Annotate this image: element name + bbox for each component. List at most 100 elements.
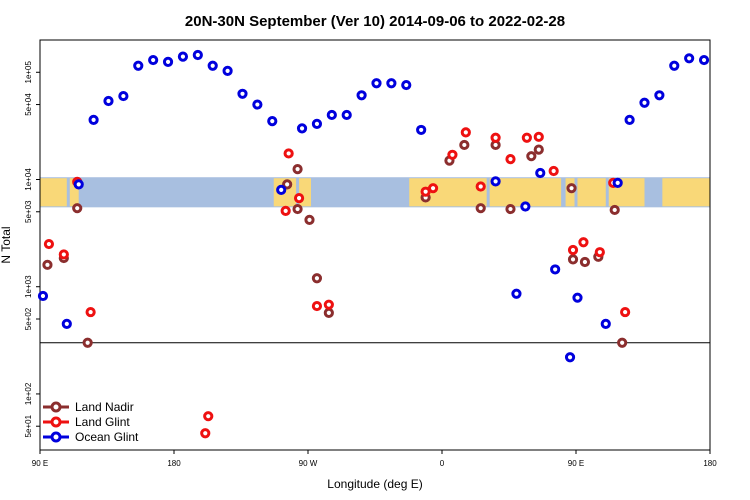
point-land-glint bbox=[533, 131, 544, 142]
point-land-glint bbox=[567, 244, 579, 256]
point-land-nadir bbox=[292, 203, 303, 215]
point-ocean-glint bbox=[118, 90, 129, 102]
point-ocean-glint bbox=[356, 90, 367, 101]
x-tick-label: 0 bbox=[440, 459, 445, 468]
x-tick-label: 90 E bbox=[32, 459, 48, 468]
legend-item-land-nadir: Land Nadir bbox=[43, 400, 134, 414]
point-ocean-glint bbox=[267, 116, 278, 127]
point-land-nadir bbox=[42, 259, 53, 270]
point-ocean-glint bbox=[296, 123, 308, 134]
point-ocean-glint bbox=[550, 264, 561, 275]
point-ocean-glint bbox=[148, 54, 159, 66]
point-ocean-glint bbox=[511, 288, 522, 299]
point-land-glint bbox=[311, 300, 323, 312]
x-tick-label: 90 W bbox=[299, 459, 318, 468]
point-land-glint bbox=[490, 132, 501, 143]
point-ocean-glint bbox=[88, 114, 99, 125]
y-axis: 5e+01 1e+02 5e+02 1e+03 5e+03 1e+04 5e+04 1e+05 bbox=[24, 60, 40, 437]
point-ocean-glint bbox=[669, 60, 680, 71]
point-land-glint bbox=[427, 183, 439, 194]
point-ocean-glint bbox=[698, 54, 710, 66]
y-tick-label: 5e+01 bbox=[24, 414, 33, 437]
land-region bbox=[69, 178, 79, 207]
y-tick-label: 1e+05 bbox=[24, 60, 33, 83]
point-ocean-glint bbox=[276, 184, 287, 195]
point-land-nadir bbox=[459, 139, 470, 151]
point-ocean-glint bbox=[416, 124, 427, 136]
y-tick-label: 1e+04 bbox=[24, 168, 33, 191]
point-land-glint bbox=[420, 186, 431, 197]
point-land-glint bbox=[620, 306, 631, 318]
land-region bbox=[40, 178, 67, 207]
point-land-nadir bbox=[323, 307, 334, 318]
point-land-glint bbox=[43, 238, 55, 250]
point-ocean-glint bbox=[490, 176, 501, 187]
x-tick-label: 180 bbox=[167, 459, 181, 468]
point-land-nadir bbox=[475, 203, 486, 214]
land-mask-band bbox=[40, 177, 710, 208]
point-land-nadir bbox=[505, 203, 516, 215]
chart-title: 20N-30N September (Ver 10) 2014-09-06 to… bbox=[185, 13, 565, 30]
point-land-glint bbox=[323, 299, 334, 310]
point-ocean-glint bbox=[103, 95, 114, 107]
point-ocean-glint bbox=[73, 179, 84, 190]
land-region bbox=[662, 178, 710, 207]
point-land-glint bbox=[283, 148, 294, 159]
data-points bbox=[37, 49, 710, 439]
point-land-nadir bbox=[82, 337, 93, 348]
point-land-glint bbox=[475, 181, 486, 192]
legend-label-land-glint: Land Glint bbox=[75, 415, 130, 429]
land-region bbox=[299, 178, 311, 207]
point-ocean-glint bbox=[572, 292, 583, 303]
point-land-glint bbox=[293, 193, 305, 204]
point-land-nadir bbox=[311, 273, 323, 284]
point-ocean-glint bbox=[162, 56, 174, 67]
point-land-nadir bbox=[566, 183, 577, 194]
y-tick-label: 1e+03 bbox=[24, 275, 33, 298]
point-land-nadir bbox=[526, 151, 537, 162]
legend-label-land-nadir: Land Nadir bbox=[75, 400, 134, 414]
point-ocean-glint bbox=[207, 60, 218, 71]
point-ocean-glint bbox=[326, 109, 337, 121]
point-land-glint bbox=[85, 306, 96, 318]
x-tick-label: 180 bbox=[703, 459, 717, 468]
y-tick-label: 5e+03 bbox=[24, 200, 33, 223]
point-ocean-glint bbox=[654, 90, 665, 101]
point-land-glint bbox=[578, 237, 589, 248]
point-ocean-glint bbox=[237, 88, 248, 99]
legend-item-ocean-glint: Ocean Glint bbox=[43, 430, 139, 444]
legend: Land Nadir Land Glint Ocean Glint bbox=[43, 400, 139, 444]
point-ocean-glint bbox=[612, 177, 623, 188]
point-ocean-glint bbox=[61, 318, 72, 329]
point-land-glint bbox=[594, 247, 605, 258]
point-ocean-glint bbox=[564, 352, 576, 363]
y-tick-label: 5e+04 bbox=[24, 93, 33, 116]
point-land-nadir bbox=[304, 214, 315, 225]
point-ocean-glint bbox=[341, 109, 352, 121]
legend-item-land-glint: Land Glint bbox=[43, 415, 130, 429]
point-ocean-glint bbox=[252, 99, 263, 110]
point-ocean-glint bbox=[222, 65, 233, 77]
point-land-glint bbox=[521, 132, 532, 143]
point-ocean-glint bbox=[177, 51, 189, 62]
point-ocean-glint bbox=[600, 318, 611, 329]
x-tick-label: 90 E bbox=[568, 459, 584, 468]
y-tick-label: 1e+02 bbox=[24, 382, 33, 405]
x-axis-title: Longitude (deg E) bbox=[327, 477, 422, 491]
point-land-nadir bbox=[609, 204, 620, 216]
land-shapes bbox=[40, 178, 710, 207]
point-land-glint bbox=[460, 127, 471, 138]
point-ocean-glint bbox=[37, 290, 49, 302]
point-land-glint bbox=[200, 428, 211, 439]
point-land-glint bbox=[548, 165, 559, 177]
point-ocean-glint bbox=[401, 79, 412, 91]
point-ocean-glint bbox=[192, 49, 203, 61]
point-ocean-glint bbox=[371, 78, 382, 89]
point-ocean-glint bbox=[386, 78, 397, 89]
point-land-glint bbox=[203, 411, 214, 422]
point-land-nadir bbox=[72, 203, 83, 214]
point-ocean-glint bbox=[133, 60, 144, 71]
point-land-glint bbox=[505, 153, 516, 165]
point-land-nadir bbox=[579, 256, 591, 268]
